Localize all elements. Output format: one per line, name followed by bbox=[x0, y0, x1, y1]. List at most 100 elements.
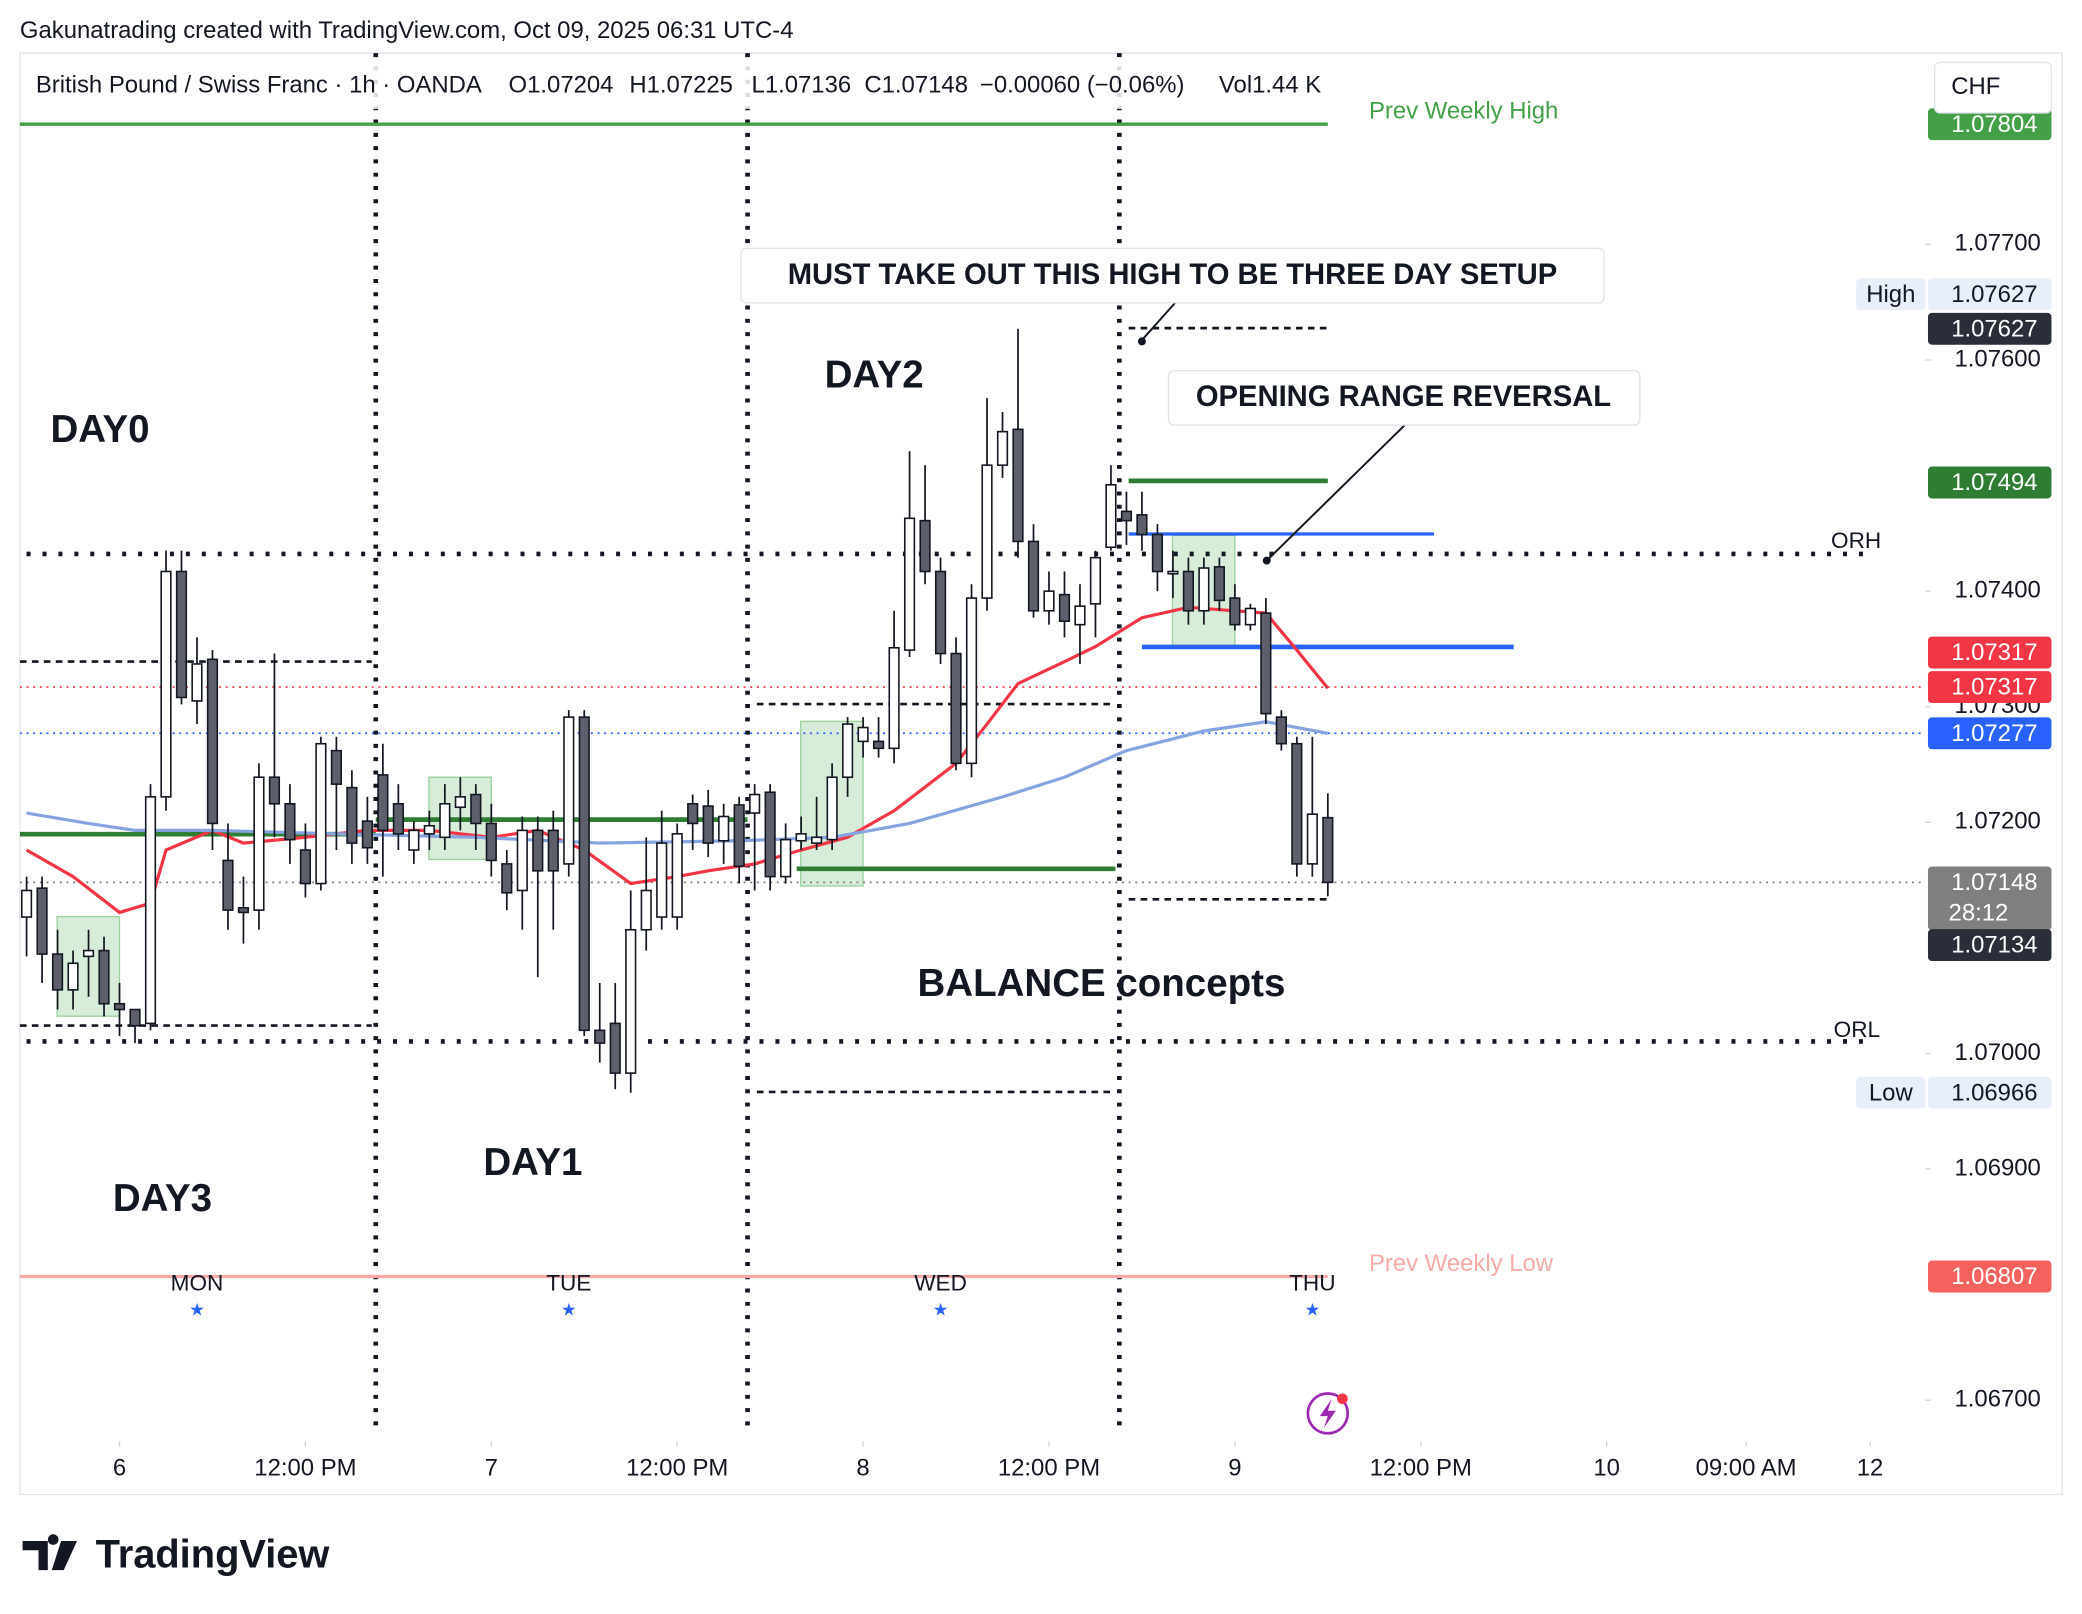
candle-body bbox=[284, 802, 296, 841]
candle-body bbox=[98, 949, 110, 1005]
callout-text: MUST TAKE OUT THIS HIGH TO BE THREE DAY … bbox=[788, 259, 1557, 291]
volume: Vol1.44 K bbox=[1219, 72, 1321, 99]
candle-body bbox=[516, 829, 528, 892]
candle-body bbox=[826, 776, 838, 841]
candle-body bbox=[609, 1022, 621, 1074]
candle-body bbox=[532, 829, 544, 872]
candle-body bbox=[764, 791, 776, 878]
price-label bbox=[1927, 312, 2052, 345]
session-star: ★ bbox=[189, 1300, 204, 1320]
price-label-text: 1.07148 bbox=[1951, 869, 2037, 896]
candle-body bbox=[1198, 567, 1210, 612]
candle-body bbox=[1275, 716, 1287, 745]
orl-label: ORL bbox=[1834, 1017, 1880, 1042]
candle-body bbox=[563, 716, 575, 865]
candle-body bbox=[175, 570, 188, 699]
price-label-text: 1.06807 bbox=[1951, 1263, 2037, 1290]
candle-body bbox=[640, 889, 652, 931]
candle-body bbox=[1306, 813, 1318, 865]
candle-body bbox=[1322, 816, 1334, 884]
price-label-text: 1.07804 bbox=[1951, 111, 2037, 138]
candle-body bbox=[1167, 570, 1179, 575]
x-tick-label: 12 bbox=[1857, 1455, 1884, 1482]
price-label-text: 1.07134 bbox=[1951, 932, 2037, 959]
x-tick-label: 12:00 PM bbox=[1370, 1455, 1472, 1482]
candle-body bbox=[872, 740, 885, 750]
candle-body bbox=[377, 774, 389, 832]
price-label-text: 1.07627 bbox=[1951, 315, 2037, 342]
countdown: 28:12 bbox=[1949, 900, 2009, 927]
price-label-text: 1.07277 bbox=[1951, 720, 2037, 747]
y-tick-label: 1.07600 bbox=[1954, 345, 2040, 372]
ohlc-high: H1.07225 bbox=[629, 72, 733, 99]
x-tick-label: 6 bbox=[113, 1455, 126, 1482]
candle-body bbox=[206, 658, 219, 825]
candle-body bbox=[671, 833, 683, 918]
candle-body bbox=[113, 1002, 126, 1011]
candle-body bbox=[470, 793, 482, 825]
logo-text: TradingView bbox=[96, 1532, 331, 1576]
candle-body bbox=[129, 1008, 141, 1027]
session-label: THU bbox=[1289, 1271, 1335, 1296]
candle-body bbox=[51, 953, 64, 991]
candle-body bbox=[1213, 566, 1225, 602]
candle-body bbox=[547, 829, 559, 872]
price-label bbox=[1927, 466, 2052, 499]
logo-mark bbox=[22, 1534, 78, 1571]
price-label bbox=[1927, 671, 2052, 704]
callout-text: OPENING RANGE REVERSAL bbox=[1196, 381, 1611, 413]
candle-body bbox=[253, 776, 265, 911]
candle-body bbox=[795, 833, 807, 842]
candle-body bbox=[780, 838, 792, 878]
x-tick-label: 10 bbox=[1593, 1455, 1620, 1482]
price-tag bbox=[1856, 278, 1926, 311]
candle-body bbox=[888, 646, 900, 750]
y-tick-label: 1.07200 bbox=[1954, 808, 2040, 835]
price-label bbox=[1927, 929, 2052, 962]
legend-bg bbox=[21, 61, 1350, 109]
day-label: DAY0 bbox=[50, 408, 149, 451]
price-label-text: 1.06966 bbox=[1951, 1079, 2037, 1106]
candle-body bbox=[857, 726, 869, 743]
candle-body bbox=[268, 776, 281, 805]
x-tick-label: 12:00 PM bbox=[254, 1455, 356, 1482]
candle-body bbox=[408, 829, 420, 851]
x-tick-label: 12:00 PM bbox=[998, 1455, 1100, 1482]
candle-body bbox=[687, 802, 699, 825]
candle-body bbox=[903, 517, 916, 651]
y-tick-label: 1.06900 bbox=[1954, 1154, 2040, 1181]
level-text: Prev Weekly Low bbox=[1369, 1250, 1554, 1277]
candle-body bbox=[996, 430, 1009, 466]
candle-body bbox=[1229, 597, 1241, 626]
candle-body bbox=[950, 652, 962, 765]
candle-body bbox=[454, 796, 466, 809]
pointer bbox=[1267, 424, 1406, 560]
candle-body bbox=[20, 889, 33, 918]
candle-body bbox=[330, 749, 342, 785]
candle-body bbox=[423, 824, 435, 835]
y-tick-label: 1.06700 bbox=[1954, 1385, 2040, 1412]
alert-icon[interactable] bbox=[1306, 1392, 1350, 1435]
candle-body bbox=[361, 820, 373, 849]
chart-frame bbox=[19, 52, 2063, 1496]
candle-body bbox=[1291, 742, 1303, 865]
currency-button[interactable] bbox=[1933, 61, 2053, 114]
candle-body bbox=[1027, 540, 1040, 612]
credit: Gakunatrading created with TradingView.c… bbox=[20, 17, 794, 44]
x-tick-label: 12:00 PM bbox=[626, 1455, 728, 1482]
annotations: DAY0 DAY1 DAY2 DAY3 BALANCE concepts MUS… bbox=[50, 247, 1881, 1220]
price-label bbox=[1927, 278, 2052, 311]
candle-body bbox=[702, 805, 714, 844]
orh-label: ORH bbox=[1831, 528, 1881, 553]
candle-body bbox=[501, 863, 513, 894]
candle-body bbox=[1151, 533, 1164, 573]
candle-body bbox=[1043, 590, 1055, 612]
price-label-text: 1.07627 bbox=[1951, 281, 2037, 308]
candle-body bbox=[811, 836, 823, 844]
candle-body bbox=[981, 464, 993, 599]
candle-body bbox=[82, 949, 95, 958]
symbol: British Pound / Swiss Franc · 1h · OANDA bbox=[36, 72, 482, 99]
candle-body bbox=[222, 859, 234, 911]
price-label bbox=[1927, 717, 2052, 750]
price-label bbox=[1927, 1076, 2052, 1109]
